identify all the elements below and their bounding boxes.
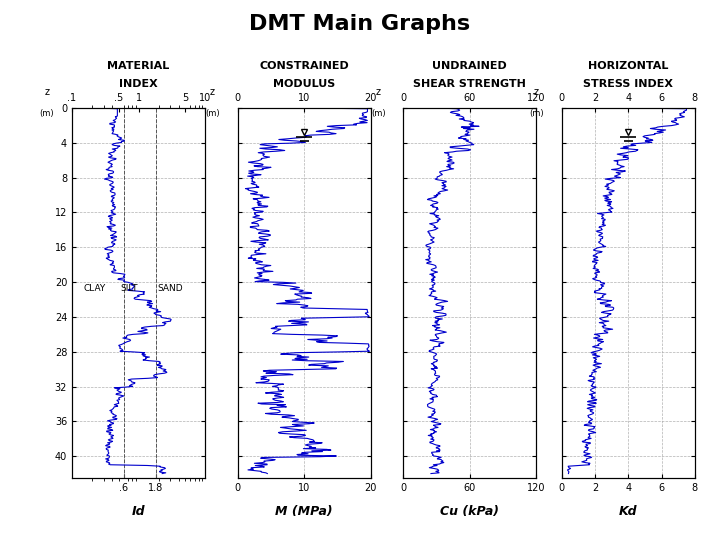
Text: STRESS INDEX: STRESS INDEX [583, 78, 673, 89]
Text: z: z [45, 87, 50, 97]
Text: Kd: Kd [619, 505, 637, 518]
Text: INDEX: INDEX [120, 78, 158, 89]
Text: z: z [534, 87, 539, 97]
Text: (m): (m) [40, 110, 54, 118]
Text: z: z [376, 87, 381, 97]
Text: UNDRAINED: UNDRAINED [433, 61, 507, 71]
Text: CLAY: CLAY [84, 284, 106, 293]
Text: HORIZONTAL: HORIZONTAL [588, 61, 668, 71]
Text: Id: Id [132, 505, 145, 518]
Text: CONSTRAINED: CONSTRAINED [259, 61, 349, 71]
Text: z: z [210, 87, 215, 97]
Text: DMT Main Graphs: DMT Main Graphs [249, 14, 471, 33]
Text: SAND: SAND [158, 284, 183, 293]
Text: SHEAR STRENGTH: SHEAR STRENGTH [413, 78, 526, 89]
Text: M (MPa): M (MPa) [275, 505, 333, 518]
Text: (m): (m) [529, 110, 544, 118]
Text: MODULUS: MODULUS [273, 78, 336, 89]
Text: (m): (m) [371, 110, 385, 118]
Text: (m): (m) [205, 110, 220, 118]
Text: MATERIAL: MATERIAL [107, 61, 170, 71]
Text: SILT: SILT [120, 284, 138, 293]
Text: Cu (kPa): Cu (kPa) [441, 505, 499, 518]
